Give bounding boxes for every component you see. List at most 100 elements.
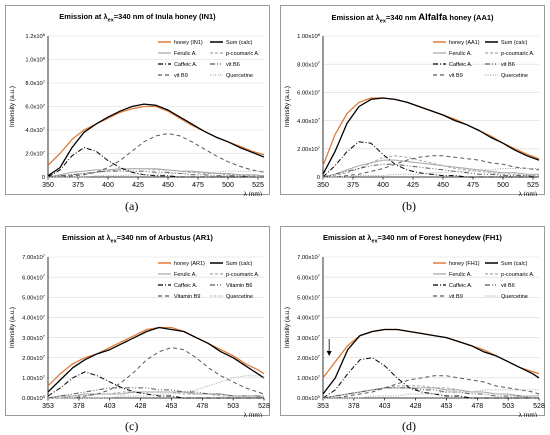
y-tick-label: 0.00x100 xyxy=(297,394,321,402)
legend-label: Quercetine xyxy=(501,73,528,79)
x-tick-label: 453 xyxy=(166,403,178,410)
series-line xyxy=(47,326,265,393)
legend-label: Sum (calc) xyxy=(501,40,527,46)
y-tick-label: 8.00x107 xyxy=(297,60,321,68)
x-tick-label: 353 xyxy=(317,403,329,410)
y-tick-label: 4.00x107 xyxy=(297,313,321,321)
y-tick-label: 6.00x107 xyxy=(22,273,46,281)
chart-plot: 0 2.00x107 4.00x107 6.00x107 8.00x107 1.00x10… xyxy=(284,32,540,196)
y-axis-label: Intensity (a.u.) xyxy=(284,86,291,127)
caption-d: (d) xyxy=(402,419,416,433)
y-tick-label: 4.00x107 xyxy=(297,117,321,125)
series-line xyxy=(322,159,539,178)
x-tick-label: 503 xyxy=(227,403,239,410)
chart-panel-b: Emission at λex=340 nm Alfalfa honey (AA… xyxy=(280,5,545,196)
x-tick-label: 475 xyxy=(192,182,204,189)
legend-label: Sum (calc) xyxy=(226,261,252,267)
series-line xyxy=(322,97,540,175)
legend-label: p-coumaric A. xyxy=(501,272,535,278)
legend-label: honey (AR1) xyxy=(174,261,205,267)
chart-plot: 0.00x100 1.00x107 2.00x107 3.00x107 4.00x107… xyxy=(284,253,545,417)
x-tick-label: 450 xyxy=(437,182,449,189)
series-line xyxy=(48,375,265,399)
y-tick-label: 6.00x107 xyxy=(297,88,321,96)
y-tick-label: 3.00x107 xyxy=(22,334,46,342)
y-tick-label: 4.0x107 xyxy=(25,126,45,134)
legend-label: Quercetine xyxy=(226,73,253,79)
y-tick-label: 3.00x107 xyxy=(297,334,321,342)
x-tick-label: 400 xyxy=(377,182,389,189)
y-tick-label: 0 xyxy=(42,175,45,181)
x-tick-label: 453 xyxy=(441,403,453,410)
y-tick-label: 6.00x107 xyxy=(297,273,321,281)
x-tick-label: 428 xyxy=(410,403,422,410)
caption-a: (a) xyxy=(125,199,139,213)
y-axis-label: Intensity (a.u.) xyxy=(9,307,16,348)
series-line xyxy=(322,163,540,178)
x-tick-label: 478 xyxy=(471,403,483,410)
series-line xyxy=(322,328,540,395)
y-tick-label: 5.00x107 xyxy=(297,293,321,301)
x-tick-label: 428 xyxy=(135,403,147,410)
legend-label: Quercetine xyxy=(501,294,528,300)
x-tick-label: 375 xyxy=(347,182,359,189)
x-tick-label: 503 xyxy=(502,403,514,410)
x-tick-label: 425 xyxy=(132,182,144,189)
x-axis-label: λ (nm) xyxy=(519,191,537,196)
legend-label: Sum (calc) xyxy=(226,40,252,46)
series-line xyxy=(322,328,540,379)
x-tick-label: 378 xyxy=(73,403,85,410)
series-line xyxy=(47,168,265,178)
y-tick-label: 2.00x107 xyxy=(297,145,321,153)
x-axis-label: λ (nm) xyxy=(519,412,537,417)
legend-label: Ferulic A. xyxy=(174,51,197,57)
y-tick-label: 0 xyxy=(317,175,320,181)
legend-label: vit B9 xyxy=(449,294,463,300)
y-tick-label: 7.00x107 xyxy=(297,253,321,261)
series-line xyxy=(47,147,264,178)
legend-label: honey (IN1) xyxy=(174,40,203,46)
y-tick-label: 7.00x107 xyxy=(22,253,46,261)
y-tick-label: 5.00x107 xyxy=(22,293,46,301)
chart-title: Emission at λex=340 nm of Forest honeyde… xyxy=(323,233,502,245)
series-line xyxy=(323,389,539,399)
y-tick-label: 2.00x107 xyxy=(297,354,321,362)
legend-label: honey (AA1) xyxy=(449,40,480,46)
legend-label: vit B9 xyxy=(174,73,188,79)
legend-label: Sum (calc) xyxy=(501,261,527,267)
legend-label: vit B6 xyxy=(501,62,515,68)
series-line xyxy=(47,387,265,399)
caption-b: (b) xyxy=(402,199,416,213)
x-tick-label: 500 xyxy=(497,182,509,189)
series-line xyxy=(322,385,539,399)
chart-title: Emission at λex=340 nm Alfalfa honey (AA… xyxy=(331,12,494,25)
chart-panel-a: Emission at λex=340 nm of Inula honey (I… xyxy=(5,5,270,196)
legend-label: Ferulic A. xyxy=(449,51,472,57)
x-tick-label: 500 xyxy=(222,182,234,189)
legend-label: Ferulic A. xyxy=(174,272,197,278)
x-tick-label: 403 xyxy=(379,403,391,410)
chart-plot: 0 2.0x107 4.0x107 6.0x107 8.0x107 1.0x108 1.2x… xyxy=(9,32,265,196)
legend-label: p-coumaric A. xyxy=(501,51,535,57)
legend-label: Caffeic A. xyxy=(449,62,473,68)
legend-label: Ferulic A. xyxy=(449,272,472,278)
legend-label: vit B6 xyxy=(226,62,240,68)
x-tick-label: 525 xyxy=(252,182,264,189)
y-tick-label: 1.00x108 xyxy=(297,32,321,40)
x-axis-label: λ (nm) xyxy=(244,191,262,196)
y-tick-label: 4.00x107 xyxy=(22,313,46,321)
series-line xyxy=(322,141,539,178)
x-tick-label: 350 xyxy=(317,182,329,189)
x-tick-label: 475 xyxy=(467,182,479,189)
y-tick-label: 1.00x107 xyxy=(297,374,321,382)
x-tick-label: 350 xyxy=(42,182,54,189)
x-tick-label: 375 xyxy=(72,182,84,189)
series-line xyxy=(322,387,539,399)
legend-label: Vitamin B6 xyxy=(226,283,253,289)
y-tick-label: 1.2x108 xyxy=(25,32,45,40)
y-tick-label: 8.0x107 xyxy=(25,79,45,87)
x-tick-label: 525 xyxy=(527,182,539,189)
x-tick-label: 528 xyxy=(533,403,545,410)
y-tick-label: 2.0x107 xyxy=(25,150,45,158)
series-line xyxy=(47,371,264,399)
